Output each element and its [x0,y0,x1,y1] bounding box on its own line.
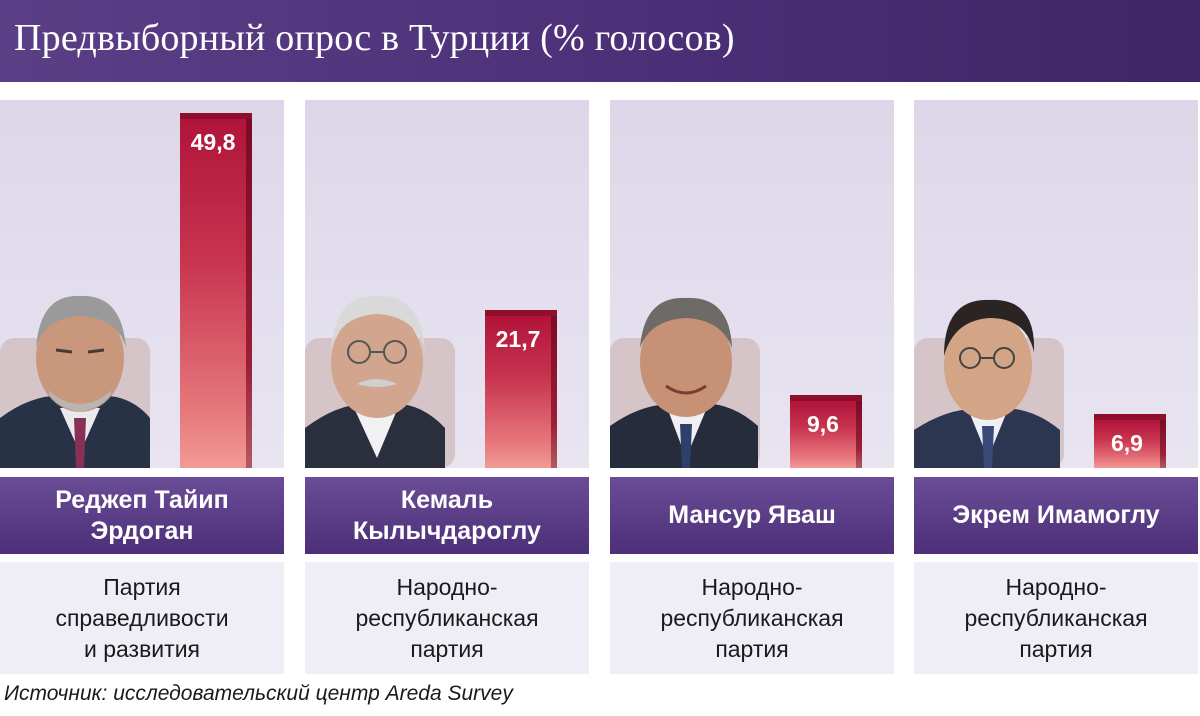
bar-3 [790,401,856,468]
bar-cap-2 [485,310,557,316]
chart-title: Предвыборный опрос в Турции (% голосов) [14,17,735,59]
candidate-photo-yavas [610,297,760,468]
bar-side-3 [856,401,862,468]
candidate-panel-2: 21,7 [305,100,589,468]
candidate-name-3: Мансур Яваш [610,477,894,554]
bar-side-2 [551,316,557,468]
bar-cap-1 [180,113,252,119]
bar-side-4 [1160,420,1166,468]
bar-1 [180,119,246,468]
candidate-party-1: Партия справедливости и развития [0,562,284,674]
bar-wrap-1: 49,8 [180,113,252,468]
bar-wrap-2: 21,7 [485,310,557,468]
candidate-panel-3: 9,6 [610,100,894,468]
candidate-name-2: Кемаль Кылычдароглу [305,477,589,554]
bar-cap-4 [1094,414,1166,420]
candidate-photo-erdogan [0,295,150,468]
source-note: Источник: исследовательский центр Areda … [4,682,513,705]
bar-value-label-3: 9,6 [807,411,839,437]
candidate-photo-imamoglu [914,299,1064,468]
candidate-party-3: Народно- республиканская партия [610,562,894,674]
bar-4 [1094,420,1160,468]
candidate-name-1: Реджеп Тайип Эрдоган [0,477,284,554]
bar-value-label-1: 49,8 [190,129,236,155]
bar-cap-3 [790,395,862,401]
candidate-name-4: Экрем Имамоглу [914,477,1198,554]
bar-2 [485,316,551,468]
candidate-photo-kilicdaroglu [305,295,455,468]
bar-wrap-3: 9,6 [790,395,862,468]
candidate-party-4: Народно- республиканская партия [914,562,1198,674]
chart-header: Предвыборный опрос в Турции (% голосов) [0,0,1200,82]
bar-value-label-4: 6,9 [1111,430,1143,456]
bar-value-label-2: 21,7 [495,326,541,352]
bar-wrap-4: 6,9 [1094,414,1166,468]
bar-side-1 [246,119,252,468]
candidate-panel-1: 49,8 [0,100,284,468]
candidate-party-2: Народно- республиканская партия [305,562,589,674]
candidate-panel-4: 6,9 [914,100,1198,468]
